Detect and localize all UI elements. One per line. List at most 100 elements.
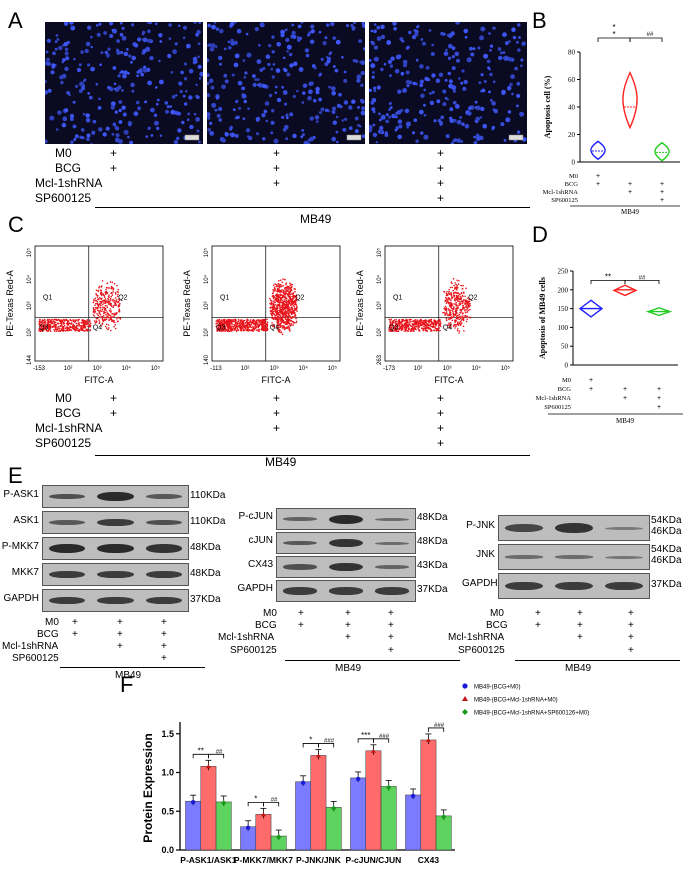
nucleus-dot xyxy=(450,31,455,36)
event-dot xyxy=(57,322,60,325)
event-dot xyxy=(47,324,49,326)
protein-band xyxy=(329,562,363,572)
event-dot xyxy=(399,326,401,329)
nucleus-dot xyxy=(116,39,120,43)
nucleus-dot xyxy=(464,35,468,39)
panel-b-letter: B xyxy=(532,8,547,33)
nucleus-dot xyxy=(197,64,202,69)
event-dot xyxy=(458,330,461,332)
protein-band xyxy=(49,543,86,554)
event-dot xyxy=(94,307,97,309)
nucleus-dot xyxy=(489,48,492,52)
nucleus-dot xyxy=(389,106,393,110)
nucleus-dot xyxy=(474,106,478,109)
event-dot xyxy=(283,328,286,331)
event-dot xyxy=(57,325,60,328)
event-dot xyxy=(389,320,391,322)
event-dot xyxy=(276,290,279,293)
nucleus-dot xyxy=(223,73,228,78)
y-tick-label: 40 xyxy=(568,104,576,112)
event-dot xyxy=(109,303,111,306)
nucleus-dot xyxy=(213,22,217,24)
event-dot xyxy=(464,314,467,317)
nucleus-dot xyxy=(209,131,215,136)
event-dot xyxy=(234,328,236,330)
y-tick-label: 10³ xyxy=(204,302,210,311)
nucleus-dot xyxy=(184,102,188,106)
event-dot xyxy=(457,306,459,309)
event-dot xyxy=(293,312,295,314)
event-dot xyxy=(109,299,112,302)
sig-label: *** xyxy=(361,731,370,740)
event-dot xyxy=(449,313,452,316)
event-dot xyxy=(105,318,108,320)
event-dot xyxy=(93,300,95,302)
event-dot xyxy=(104,298,107,300)
nucleus-dot xyxy=(378,118,382,122)
event-dot xyxy=(463,307,465,310)
nucleus-dot xyxy=(345,24,350,28)
y-tick-label: 10³ xyxy=(27,302,33,311)
event-dot xyxy=(286,315,289,318)
event-dot xyxy=(452,293,455,295)
nucleus-dot xyxy=(274,85,278,89)
event-dot xyxy=(405,327,407,329)
blot-row-label: GAPDH xyxy=(3,592,39,604)
event-dot xyxy=(236,321,238,324)
nucleus-dot xyxy=(489,72,493,77)
event-dot xyxy=(280,321,283,323)
event-dot xyxy=(451,286,454,289)
protein-band xyxy=(49,596,86,605)
event-dot xyxy=(274,303,276,306)
nucleus-dot xyxy=(232,108,236,111)
event-dot xyxy=(288,315,291,317)
nucleus-dot xyxy=(68,93,71,97)
event-dot xyxy=(270,309,272,312)
event-dot xyxy=(105,309,107,311)
event-dot xyxy=(289,318,291,320)
nucleus-dot xyxy=(502,51,506,54)
event-dot xyxy=(294,290,296,293)
sign: + xyxy=(596,181,600,188)
group-line xyxy=(60,667,205,668)
event-dot xyxy=(230,329,233,331)
event-dot xyxy=(275,324,278,327)
event-dot xyxy=(460,299,463,301)
event-dot xyxy=(94,304,96,306)
event-dot xyxy=(255,329,258,331)
nucleus-dot xyxy=(307,142,311,144)
blot-strip xyxy=(276,532,416,554)
event-dot xyxy=(459,323,462,325)
nucleus-dot xyxy=(510,74,515,79)
violin-2 xyxy=(654,141,670,162)
nucleus-dot xyxy=(482,123,487,129)
event-dot xyxy=(444,305,447,308)
western-blot-2: P-cJUN 48KDa cJUN 48KDa CX43 43KDa GAPDH 37KDa xyxy=(232,508,462,608)
treatment-label: SP600125 xyxy=(544,404,571,411)
data-point xyxy=(190,799,196,805)
event-dot xyxy=(463,330,465,332)
event-dot xyxy=(286,300,289,303)
event-dot xyxy=(438,327,440,329)
nucleus-dot xyxy=(501,89,506,95)
event-dot xyxy=(454,297,456,300)
group-label: MB49 xyxy=(621,208,639,215)
event-dot xyxy=(236,327,239,330)
sign: + xyxy=(298,608,304,619)
nucleus-dot xyxy=(405,121,411,127)
event-dot xyxy=(388,327,390,329)
event-dot xyxy=(286,320,288,322)
nucleus-dot xyxy=(103,31,107,35)
event-dot xyxy=(276,294,278,297)
nucleus-dot xyxy=(315,86,320,92)
x-tick-label: CX43 xyxy=(418,855,440,865)
data-point xyxy=(276,834,282,841)
event-dot xyxy=(463,292,465,294)
event-dot xyxy=(428,321,430,324)
event-dot xyxy=(438,322,440,325)
nucleus-dot xyxy=(265,54,271,59)
event-dot xyxy=(266,321,269,324)
nucleus-dot xyxy=(121,26,125,30)
event-dot xyxy=(450,306,452,308)
